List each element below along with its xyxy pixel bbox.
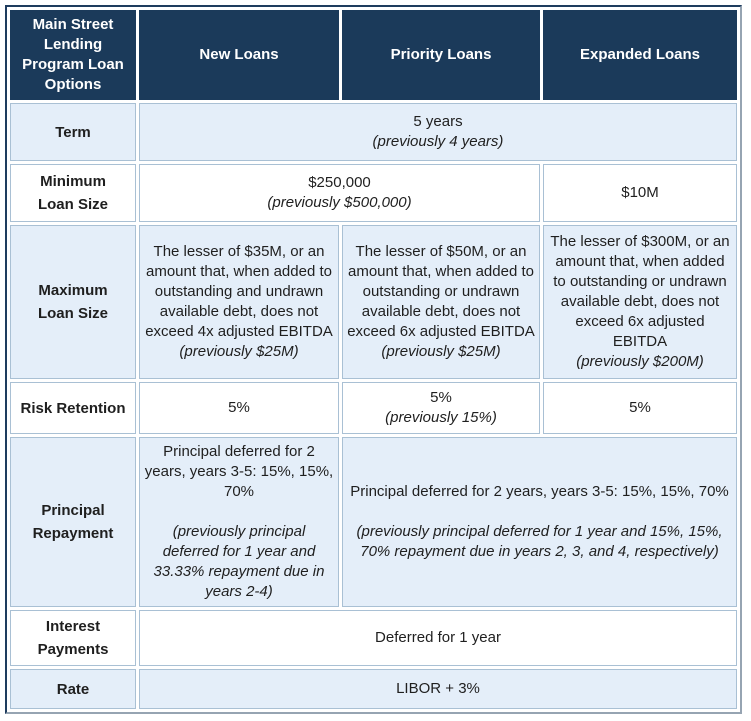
- header-corner-cell: Main Street Lending Program Loan Options: [10, 10, 136, 100]
- header-row: Main Street Lending Program Loan Options…: [10, 10, 737, 100]
- row-term-label: Term: [10, 103, 136, 161]
- cell-previous-text: (previously 4 years): [372, 133, 504, 150]
- row-risk-retention: Risk Retention 5% 5% (previously 15%) 5%: [10, 382, 737, 434]
- cell-previous-text: (previously principal deferred for 1 yea…: [356, 523, 723, 560]
- row-minimum-loan-size: Minimum Loan Size $250,000 (previously $…: [10, 164, 737, 222]
- risk-priority-cell: 5% (previously 15%): [342, 382, 540, 434]
- max-loan-new-cell: The lesser of $35M, or an amount that, w…: [139, 225, 339, 379]
- cell-main-text: LIBOR + 3%: [396, 680, 480, 697]
- cell-main-text: 5 years: [413, 113, 463, 130]
- cell-previous-text: (previously $25M): [381, 343, 501, 360]
- principal-priority-expanded-cell: Principal deferred for 2 years, years 3-…: [342, 437, 737, 607]
- rate-value-cell: LIBOR + 3%: [139, 669, 737, 709]
- loan-options-table-frame: Main Street Lending Program Loan Options…: [5, 5, 742, 714]
- row-minimum-loan-size-label: Minimum Loan Size: [10, 164, 136, 222]
- row-maximum-loan-size: Maximum Loan Size The lesser of $35M, or…: [10, 225, 737, 379]
- cell-main-text: $10M: [621, 184, 659, 201]
- principal-new-cell: Principal deferred for 2 years, years 3-…: [139, 437, 339, 607]
- row-rate: Rate LIBOR + 3%: [10, 669, 737, 709]
- cell-main-text: 5%: [430, 389, 452, 406]
- row-interest-payments: Interest Payments Deferred for 1 year: [10, 610, 737, 666]
- row-term: Term 5 years (previously 4 years): [10, 103, 737, 161]
- min-loan-new-priority-cell: $250,000 (previously $500,000): [139, 164, 540, 222]
- row-risk-retention-label: Risk Retention: [10, 382, 136, 434]
- risk-new-cell: 5%: [139, 382, 339, 434]
- header-priority-loans: Priority Loans: [342, 10, 540, 100]
- interest-value-cell: Deferred for 1 year: [139, 610, 737, 666]
- header-new-loans: New Loans: [139, 10, 339, 100]
- cell-main-text: The lesser of $50M, or an amount that, w…: [347, 243, 535, 340]
- row-principal-repayment: Principal Repayment Principal deferred f…: [10, 437, 737, 607]
- row-interest-payments-label: Interest Payments: [10, 610, 136, 666]
- cell-main-text: $250,000: [308, 174, 371, 191]
- cell-previous-text: (previously $500,000): [267, 194, 412, 211]
- cell-previous-text: (previously $200M): [576, 353, 704, 370]
- row-rate-label: Rate: [10, 669, 136, 709]
- cell-main-text: Principal deferred for 2 years, years 3-…: [144, 443, 334, 500]
- min-loan-expanded-cell: $10M: [543, 164, 737, 222]
- row-maximum-loan-size-label: Maximum Loan Size: [10, 225, 136, 379]
- cell-main-text: 5%: [228, 399, 250, 416]
- loan-options-table: Main Street Lending Program Loan Options…: [7, 7, 740, 712]
- max-loan-priority-cell: The lesser of $50M, or an amount that, w…: [342, 225, 540, 379]
- cell-previous-text: (previously 15%): [385, 409, 497, 426]
- term-value-cell: 5 years (previously 4 years): [139, 103, 737, 161]
- cell-main-text: Principal deferred for 2 years, years 3-…: [350, 483, 729, 500]
- cell-main-text: Deferred for 1 year: [375, 629, 501, 646]
- cell-previous-text: (previously $25M): [179, 343, 299, 360]
- cell-main-text: The lesser of $35M, or an amount that, w…: [145, 243, 333, 340]
- row-principal-repayment-label: Principal Repayment: [10, 437, 136, 607]
- max-loan-expanded-cell: The lesser of $300M, or an amount that, …: [543, 225, 737, 379]
- cell-previous-text: (previously principal deferred for 1 yea…: [153, 523, 325, 600]
- cell-main-text: The lesser of $300M, or an amount that, …: [550, 233, 730, 350]
- risk-expanded-cell: 5%: [543, 382, 737, 434]
- cell-main-text: 5%: [629, 399, 651, 416]
- header-expanded-loans: Expanded Loans: [543, 10, 737, 100]
